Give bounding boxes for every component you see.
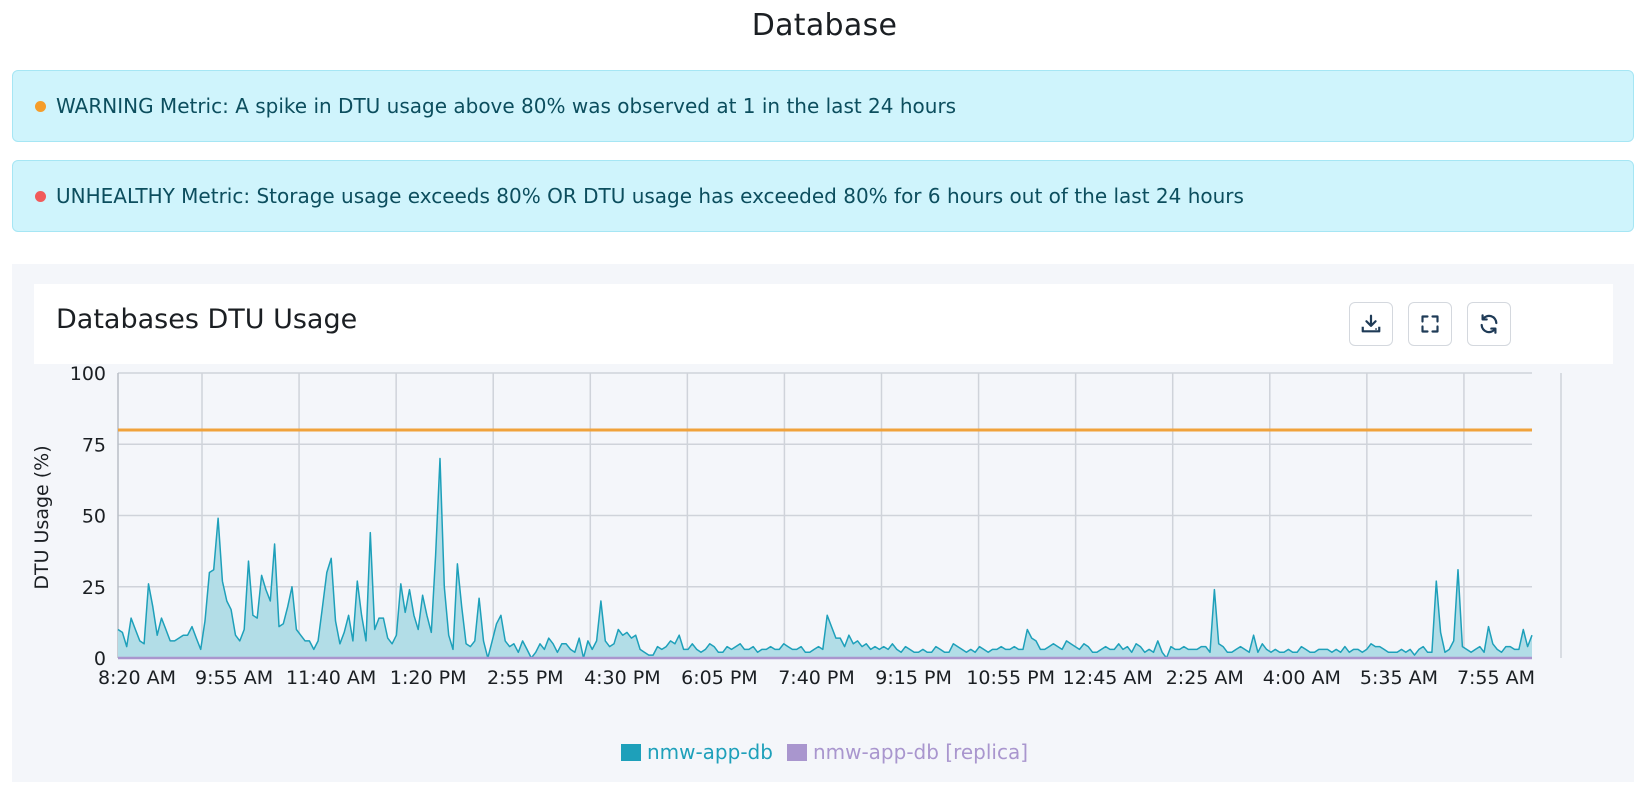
series-area-primary [118,458,1532,658]
expand-icon [1421,315,1439,333]
unhealthy-status-dot [35,190,46,202]
x-tick-label: 10:55 PM [966,667,1055,689]
unhealthy-alert: UNHEALTHY Metric: Storage usage exceeds … [12,160,1634,232]
warning-alert-text: WARNING Metric: A spike in DTU usage abo… [56,94,957,118]
page-title: Database [751,8,898,43]
warning-alert: WARNING Metric: A spike in DTU usage abo… [12,70,1634,142]
legend-item-primary[interactable]: nmw-app-db [620,740,773,764]
download-button[interactable] [1349,302,1393,346]
y-tick-label: 0 [94,648,106,670]
x-tick-label: 4:00 AM [1263,667,1341,689]
x-tick-label: 2:55 PM [487,667,564,689]
refresh-button[interactable] [1467,302,1511,346]
download-icon [1361,314,1381,333]
x-tick-label: 5:35 AM [1360,667,1438,689]
refresh-icon [1480,314,1498,334]
x-tick-label: 2:25 AM [1166,667,1244,689]
dtu-usage-chart: 0 25 50 75 100 8:20 AM 9:55 AM 11:40 AM 1:20 PM 2… [12,363,1634,782]
fullscreen-button[interactable] [1408,302,1452,346]
chart-card-header: Databases DTU Usage [34,284,1613,364]
legend-swatch-replica [786,743,807,761]
x-tick-label: 9:15 PM [875,667,952,689]
warning-status-dot [35,100,46,112]
legend-label-primary: nmw-app-db [646,740,773,764]
legend-item-replica[interactable]: nmw-app-db [replica] [786,740,1029,764]
x-tick-label: 6:05 PM [681,667,758,689]
x-tick-label: 1:20 PM [390,667,467,689]
series-line-primary [117,457,1533,659]
chart-svg: 0 25 50 75 100 8:20 AM 9:55 AM 11:40 AM 1:20 PM 2… [31,363,1562,689]
x-tick-label: 7:55 AM [1457,667,1535,689]
y-tick-label: 75 [82,434,106,456]
y-tick-label: 50 [82,506,106,528]
y-tick-label: 100 [70,364,106,385]
chart-card-title: Databases DTU Usage [56,304,358,335]
x-tick-label: 9:55 AM [195,667,273,689]
y-tick-label: 25 [82,577,106,599]
x-tick-label: 7:40 PM [778,667,855,689]
x-tick-label: 12:45 AM [1063,667,1153,689]
unhealthy-alert-text: UNHEALTHY Metric: Storage usage exceeds … [56,184,1244,208]
chart-legend: nmw-app-db nmw-app-db [replica] [0,740,1649,764]
y-axis-title: DTU Usage (%) [31,445,53,589]
legend-swatch-primary [620,743,641,761]
x-tick-label: 11:40 AM [286,667,376,689]
x-tick-label: 8:20 AM [98,667,176,689]
x-tick-label: 4:30 PM [584,667,661,689]
legend-label-replica: nmw-app-db [replica] [812,740,1029,764]
